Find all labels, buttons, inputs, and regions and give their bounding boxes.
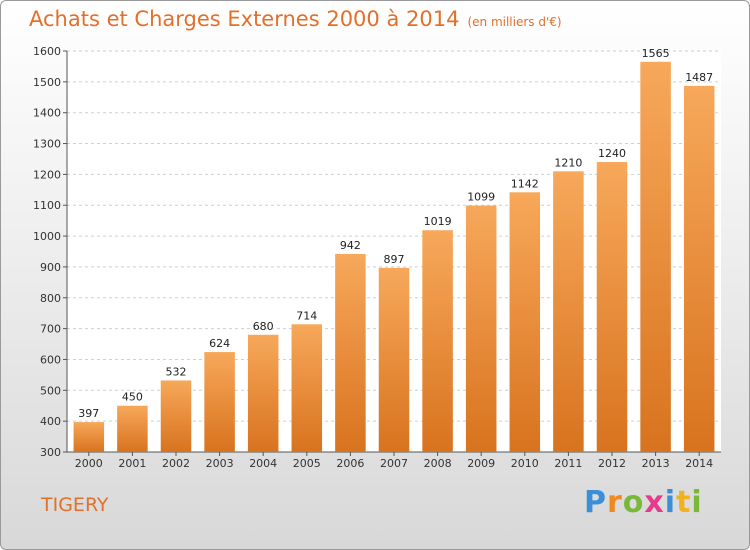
x-tick-label: 2010 [511,457,539,470]
bar [640,61,671,453]
logo-letter: i [664,485,677,520]
bar [509,192,541,452]
chart-title-text: Achats et Charges Externes 2000 à 2014 [29,7,460,31]
bar-value-label: 897 [384,253,405,266]
x-tick-label: 2003 [206,457,234,470]
bar [683,85,715,453]
x-tick-label: 2014 [685,457,713,470]
logo-letter: r [607,485,623,520]
logo-letter: P [584,485,607,520]
x-tick-label: 2004 [249,457,277,470]
bar [335,253,366,452]
y-tick-label: 800 [40,292,61,305]
y-tick-label: 400 [40,415,61,428]
bar-value-label: 680 [253,320,274,333]
y-tick-label: 1600 [33,45,61,58]
x-tick-label: 2002 [162,457,190,470]
bar-value-label: 714 [296,309,317,322]
x-tick-label: 2011 [554,457,582,470]
proxiti-logo: Proxiti [584,485,703,520]
bar [247,334,279,452]
y-tick-label: 1000 [33,230,61,243]
bar [553,171,584,453]
bar-value-label: 1099 [467,191,495,204]
bar-value-label: 532 [166,365,187,378]
bar-value-label: 397 [78,407,99,420]
bar [160,380,192,452]
y-tick-label: 300 [40,446,61,459]
bar [291,324,323,452]
bar-value-label: 1142 [511,177,539,190]
bar-value-label: 942 [340,239,361,252]
y-tick-label: 1100 [33,199,61,212]
x-tick-label: 2000 [75,457,103,470]
x-tick-label: 2013 [642,457,670,470]
logo-letter: i [691,485,703,520]
bar [596,162,628,453]
bar-value-label: 1019 [424,215,452,228]
bar-value-label: 1487 [685,71,713,84]
x-tick-label: 2007 [380,457,408,470]
bar-value-label: 1565 [642,47,670,60]
bar-value-label: 1210 [554,156,582,169]
x-tick-label: 2012 [598,457,626,470]
bar [465,205,497,452]
x-tick-label: 2008 [424,457,452,470]
chart-title: Achats et Charges Externes 2000 à 2014 (e… [29,7,562,31]
bar [73,422,105,452]
bar [422,230,453,452]
chart-subtitle: (en milliers d'€) [467,15,562,29]
bar-value-label: 1240 [598,147,626,160]
city-label: TIGERY [41,494,109,516]
y-tick-label: 600 [40,353,61,366]
bar-value-label: 450 [122,391,143,404]
logo-letter: t [676,485,692,520]
x-tick-label: 2006 [336,457,364,470]
x-tick-label: 2009 [467,457,495,470]
y-tick-label: 1400 [33,107,61,120]
bar [117,405,148,452]
logo-letter: x [644,485,665,520]
y-tick-label: 1300 [33,138,61,151]
y-tick-label: 1200 [33,168,61,181]
y-tick-label: 700 [40,323,61,336]
y-tick-label: 900 [40,261,61,274]
bar [378,267,410,452]
bar [204,352,235,452]
y-tick-label: 1500 [33,76,61,89]
bar-value-label: 624 [209,337,230,350]
y-tick-label: 500 [40,384,61,397]
logo-letter: o [622,485,645,520]
x-tick-label: 2005 [293,457,321,470]
x-tick-label: 2001 [118,457,146,470]
